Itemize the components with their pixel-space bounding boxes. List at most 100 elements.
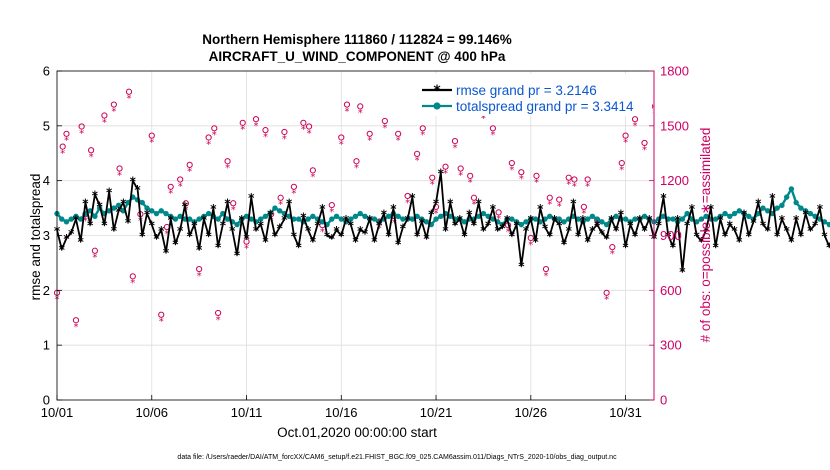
obs-assimilated-marker: * bbox=[420, 130, 425, 141]
obs-assimilated-marker: * bbox=[60, 148, 65, 159]
obs-assimilated-marker: * bbox=[244, 243, 249, 254]
obs-possible-marker bbox=[88, 147, 95, 154]
rmse-point: * bbox=[802, 208, 809, 222]
rmse-point: * bbox=[234, 249, 241, 263]
rmse-point: * bbox=[641, 224, 648, 238]
obs-assimilated-marker: * bbox=[307, 128, 312, 139]
x-tick-label: 10/26 bbox=[515, 405, 548, 420]
rmse-point: * bbox=[689, 202, 696, 216]
rmse-point: * bbox=[314, 219, 321, 233]
rmse-point: * bbox=[120, 197, 127, 211]
obs-possible-marker bbox=[451, 138, 459, 145]
rmse-point: * bbox=[528, 213, 535, 227]
obs-possible-marker bbox=[101, 112, 108, 119]
rmse-point: * bbox=[248, 191, 255, 205]
rmse-point: * bbox=[92, 188, 99, 202]
rmse-point: * bbox=[499, 221, 506, 235]
totalspread-point bbox=[168, 213, 174, 220]
obs-assimilated-marker: * bbox=[301, 125, 306, 136]
obs-assimilated-marker: * bbox=[534, 178, 539, 189]
obs-assimilated-marker: * bbox=[453, 143, 458, 154]
obs-assimilated-marker: * bbox=[168, 189, 173, 200]
rmse-point: * bbox=[409, 191, 416, 205]
obs-possible-marker bbox=[186, 161, 193, 168]
totalspread-point bbox=[584, 216, 591, 222]
legend-rmse-marker: * bbox=[433, 83, 441, 99]
obs-possible-marker bbox=[584, 176, 591, 183]
totalspread-point bbox=[722, 210, 728, 217]
rmse-point: * bbox=[665, 230, 672, 244]
rmse-point: * bbox=[466, 208, 473, 222]
y2-tick-label: 900 bbox=[660, 228, 682, 243]
obs-possible-marker bbox=[495, 209, 502, 216]
totalspread-point bbox=[68, 216, 74, 222]
rmse-point: * bbox=[660, 191, 667, 205]
totalspread-point bbox=[532, 216, 539, 222]
obs-assimilated-marker: * bbox=[79, 128, 84, 139]
obs-assimilated-marker: * bbox=[392, 218, 397, 229]
totalspread-point bbox=[684, 210, 690, 217]
rmse-point: * bbox=[329, 232, 336, 246]
rmse-point: * bbox=[537, 202, 544, 216]
y-tick-label: 1 bbox=[43, 338, 50, 353]
y-tick-label: 6 bbox=[43, 64, 50, 79]
totalspread-point bbox=[333, 213, 340, 220]
obs-possible-marker bbox=[129, 273, 136, 280]
obs-possible-marker bbox=[262, 127, 269, 134]
obs-assimilated-marker: * bbox=[159, 317, 164, 328]
obs-assimilated-marker: * bbox=[282, 134, 287, 145]
rmse-point: * bbox=[229, 224, 236, 238]
rmse-point: * bbox=[82, 197, 89, 211]
rmse-point: * bbox=[210, 202, 217, 216]
obs-assimilated-marker: * bbox=[458, 170, 463, 181]
totalspread-point bbox=[310, 213, 316, 220]
rmse-point: * bbox=[414, 230, 421, 244]
obs-possible-marker bbox=[542, 265, 550, 273]
rmse-point: * bbox=[793, 213, 800, 227]
totalspread-point bbox=[201, 213, 207, 220]
totalspread-point bbox=[395, 213, 401, 220]
obs-assimilated-marker: * bbox=[329, 207, 334, 218]
rmse-point: * bbox=[518, 260, 525, 274]
obs-assimilated-marker: * bbox=[471, 200, 476, 211]
rmse-point: * bbox=[172, 238, 179, 252]
totalspread-point bbox=[632, 216, 638, 222]
totalspread-point bbox=[589, 213, 596, 220]
rmse-line bbox=[56, 171, 830, 273]
rmse-point: * bbox=[139, 230, 146, 244]
obs-assimilated-marker: * bbox=[111, 106, 116, 117]
obs-assimilated-marker: * bbox=[377, 223, 382, 234]
rmse-point: * bbox=[258, 219, 265, 233]
rmse-point: * bbox=[684, 219, 691, 233]
rmse-point: * bbox=[253, 224, 260, 238]
obs-possible-marker bbox=[618, 159, 625, 167]
rmse-point: * bbox=[504, 213, 511, 227]
rmse-point: * bbox=[196, 243, 203, 257]
totalspread-point bbox=[622, 216, 629, 222]
rmse-point: * bbox=[627, 219, 634, 233]
totalspread-point bbox=[513, 219, 520, 225]
obs-possible-marker bbox=[508, 159, 515, 167]
rmse-point: * bbox=[613, 224, 620, 238]
totalspread-point bbox=[461, 219, 468, 225]
rmse-point: * bbox=[149, 219, 156, 233]
rmse-point: * bbox=[281, 213, 288, 227]
obs-assimilated-marker: * bbox=[382, 123, 387, 134]
y2-tick-label: 600 bbox=[660, 283, 682, 298]
totalspread-point bbox=[352, 213, 359, 220]
obs-assimilated-marker: * bbox=[216, 315, 221, 326]
obs-assimilated-marker: * bbox=[240, 125, 245, 136]
obs-assimilated-marker: * bbox=[604, 295, 609, 306]
obs-possible-marker bbox=[59, 143, 66, 150]
obs-assimilated-marker: * bbox=[187, 167, 192, 178]
totalspread-point bbox=[186, 216, 193, 222]
rmse-point: * bbox=[575, 230, 582, 244]
obs-assimilated-marker: * bbox=[354, 163, 359, 174]
totalspread-point bbox=[215, 216, 221, 222]
obs-possible-marker bbox=[281, 128, 288, 136]
rmse-point: * bbox=[68, 227, 75, 241]
obs-possible-marker bbox=[518, 169, 525, 176]
rmse-point: * bbox=[381, 208, 388, 222]
obs-possible-marker bbox=[72, 317, 80, 324]
rmse-point: * bbox=[130, 175, 137, 189]
